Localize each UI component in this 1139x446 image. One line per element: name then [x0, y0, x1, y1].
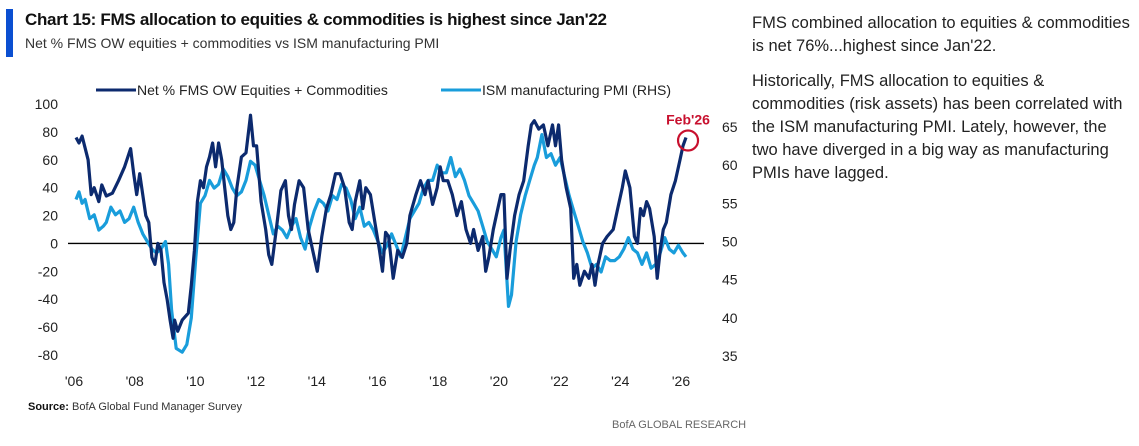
source-text: BofA Global Fund Manager Survey — [68, 401, 243, 413]
left-tick-label: 80 — [42, 124, 58, 140]
commentary-paragraph-1: FMS combined allocation to equities & co… — [752, 14, 1130, 55]
left-axis-ticks: 100 80 60 40 20 0 -20 -40 -60 -80 — [35, 96, 59, 363]
source-note: Source: BofA Global Fund Manager Survey — [28, 401, 242, 413]
annotation-circle — [676, 129, 700, 152]
left-tick-label: 0 — [50, 235, 58, 251]
x-tick-label: '26 — [672, 373, 690, 389]
commentary-paragraph-2: Historically, FMS allocation to equities… — [752, 72, 1123, 182]
chart-legend: Net % FMS OW Equities + Commodities ISM … — [96, 82, 671, 98]
x-tick-label: '18 — [429, 373, 447, 389]
legend-label-ism: ISM manufacturing PMI (RHS) — [482, 82, 671, 98]
x-tick-label: '20 — [490, 373, 508, 389]
x-tick-label: '12 — [247, 373, 265, 389]
x-tick-label: '24 — [611, 373, 629, 389]
left-tick-label: -20 — [38, 263, 58, 279]
x-axis-ticks: '06 '08 '10 '12 '14 '16 '18 '20 '22 '24 '26 — [65, 373, 690, 389]
x-tick-label: '16 — [368, 373, 386, 389]
right-tick-label: 60 — [722, 157, 738, 173]
right-tick-label: 35 — [722, 348, 738, 364]
annotation-label: Feb'26 — [666, 111, 710, 127]
brand-label: BofA GLOBAL RESEARCH — [612, 419, 747, 431]
series-line-net-fms — [74, 113, 688, 340]
left-tick-label: 60 — [42, 152, 58, 168]
x-tick-label: '08 — [126, 373, 144, 389]
left-tick-label: 40 — [42, 180, 58, 196]
right-axis-ticks: 65 60 55 50 45 40 35 — [722, 119, 738, 364]
left-tick-label: -80 — [38, 347, 58, 363]
right-tick-label: 55 — [722, 195, 738, 211]
right-tick-label: 40 — [722, 310, 738, 326]
legend-label-net: Net % FMS OW Equities + Commodities — [137, 82, 388, 98]
annotation: Feb'26 — [666, 111, 710, 152]
chart-title: Chart 15: FMS allocation to equities & c… — [25, 10, 607, 29]
title-accent-bar — [6, 9, 13, 57]
left-tick-label: -40 — [38, 291, 58, 307]
commentary-panel: FMS combined allocation to equities & co… — [752, 12, 1132, 197]
line-chart: Net % FMS OW Equities + Commodities ISM … — [35, 82, 738, 389]
x-tick-label: '14 — [308, 373, 326, 389]
right-tick-label: 50 — [722, 234, 738, 250]
series-group — [74, 113, 688, 354]
x-tick-label: '06 — [65, 373, 83, 389]
x-tick-label: '10 — [186, 373, 204, 389]
left-tick-label: -60 — [38, 319, 58, 335]
left-tick-label: 20 — [42, 208, 58, 224]
right-tick-label: 45 — [722, 272, 738, 288]
chart-subtitle: Net % FMS OW equities + commodities vs I… — [25, 35, 440, 51]
x-tick-label: '22 — [550, 373, 568, 389]
left-tick-label: 100 — [35, 96, 59, 112]
right-tick-label: 65 — [722, 119, 738, 135]
source-label: Source: — [28, 401, 69, 413]
